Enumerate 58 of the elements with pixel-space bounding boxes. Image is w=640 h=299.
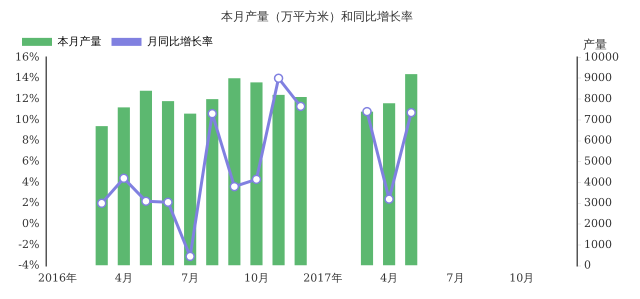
legend-label: 月同比增长率 xyxy=(147,34,213,48)
x-tick-label: 4月 xyxy=(114,271,133,284)
point xyxy=(252,174,262,184)
bar xyxy=(360,112,374,266)
y2-tick-label: 9000 xyxy=(584,71,612,84)
bar xyxy=(294,96,307,266)
point xyxy=(296,102,306,112)
y-tick-label: 8% xyxy=(22,134,40,147)
y-tick-label: 14% xyxy=(14,71,40,84)
point xyxy=(362,106,372,116)
point xyxy=(119,174,129,184)
y2-tick-label: 1000 xyxy=(584,238,612,251)
y-tick-label: 6% xyxy=(22,154,40,168)
y2-tick-label: 7000 xyxy=(584,112,612,126)
bar xyxy=(383,103,396,266)
point xyxy=(384,194,394,204)
x-tick-label: 4月 xyxy=(380,271,398,284)
y-tick-label: 10% xyxy=(14,112,40,126)
point xyxy=(208,108,217,118)
y2-tick-label: 6000 xyxy=(584,134,612,147)
y2-tick-label: 10000 xyxy=(584,50,620,64)
point xyxy=(230,182,240,192)
y-tick-label: 4% xyxy=(22,175,40,188)
y-tick-label: 0% xyxy=(22,216,40,230)
y-tick-label: -4% xyxy=(18,258,40,272)
bar xyxy=(162,101,174,266)
bar xyxy=(96,126,108,266)
bar xyxy=(272,94,285,266)
y-tick-label: 12% xyxy=(14,92,40,105)
y2-tick-label: 8000 xyxy=(584,92,612,105)
y-tick-label: -2% xyxy=(18,238,40,251)
y-tick-label: 2% xyxy=(22,196,40,210)
y2-axis-title: 产量 xyxy=(583,38,608,52)
point xyxy=(141,196,151,206)
x-tick-label: 2017年 xyxy=(303,271,342,284)
bar xyxy=(118,107,130,266)
y2-tick-label: 4000 xyxy=(584,175,612,188)
y-tick-label: 16% xyxy=(14,50,40,64)
chart-title: 本月产量（万平方米）和同比增长率 xyxy=(221,9,413,24)
x-tick-label: 10月 xyxy=(509,271,534,284)
point xyxy=(406,108,416,118)
y2-tick-label: 2000 xyxy=(584,216,612,230)
point xyxy=(274,73,284,83)
y2-tick-label: 5000 xyxy=(584,154,612,168)
x-tick-label: 10月 xyxy=(244,271,269,284)
y2-tick-label: 0 xyxy=(584,258,592,272)
y2-tick-label: 3000 xyxy=(584,196,612,210)
bar xyxy=(250,82,263,266)
x-tick-label: 7月 xyxy=(181,271,200,284)
bar xyxy=(140,90,152,266)
bar xyxy=(228,78,240,266)
point xyxy=(163,197,173,207)
bar xyxy=(405,74,418,266)
point xyxy=(96,198,106,208)
x-tick-label: 2016年 xyxy=(38,271,78,284)
legend-label: 本月产量 xyxy=(58,34,102,48)
point xyxy=(185,252,195,262)
x-tick-label: 7月 xyxy=(446,271,464,284)
